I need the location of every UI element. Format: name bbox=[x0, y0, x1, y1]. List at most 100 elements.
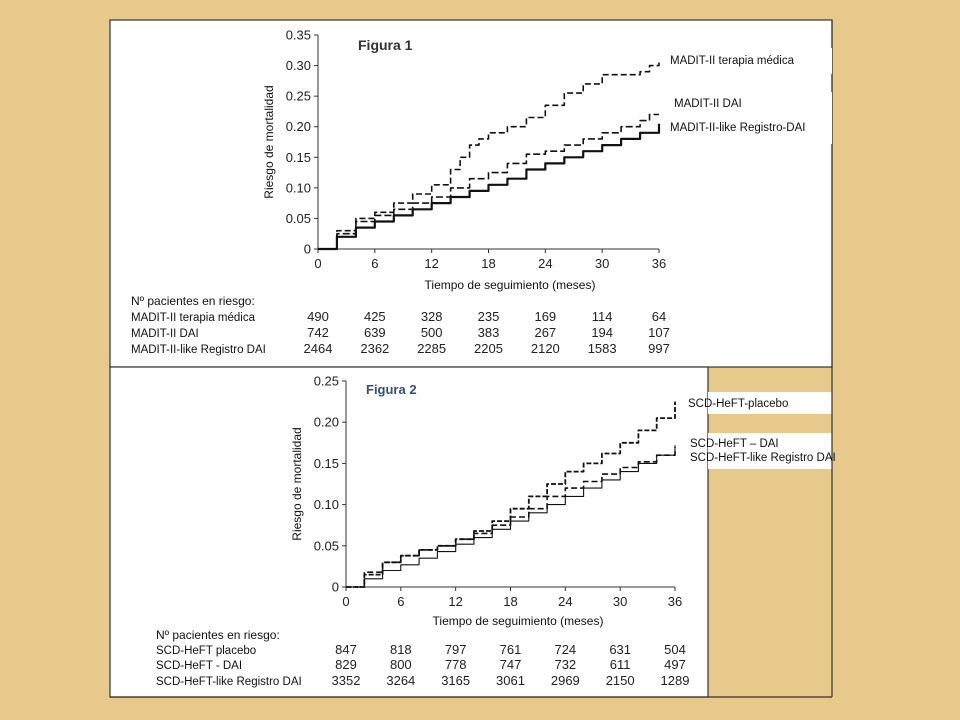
figure-2-legend-box-1 bbox=[708, 392, 832, 414]
risk-table-value: 490 bbox=[307, 309, 329, 324]
risk-table-row-name: MADIT-II-like Registro DAI bbox=[131, 344, 266, 356]
risk-table-value: 639 bbox=[364, 325, 386, 340]
risk-table-value: 2464 bbox=[304, 341, 333, 356]
legend-label: SCD-HeFT-like Registro DAI bbox=[690, 452, 836, 464]
legend-box-2 bbox=[662, 92, 832, 118]
risk-table-value: 2285 bbox=[417, 341, 446, 356]
y-tick-label: 0.30 bbox=[286, 58, 311, 73]
legend-label: MADIT-II terapia médica bbox=[670, 55, 795, 67]
y-tick-label: 0 bbox=[332, 580, 339, 595]
risk-table-value: 829 bbox=[335, 657, 357, 672]
risk-table-value: 500 bbox=[421, 325, 443, 340]
risk-table-value: 631 bbox=[609, 642, 631, 657]
y-tick-label: 0.05 bbox=[286, 211, 311, 226]
x-axis-label: Tiempo de seguimiento (meses) bbox=[425, 278, 596, 292]
x-tick-label: 12 bbox=[448, 594, 462, 609]
risk-table-value: 1289 bbox=[661, 673, 690, 688]
risk-table-value: 2362 bbox=[360, 341, 389, 356]
y-tick-label: 0.25 bbox=[286, 89, 311, 104]
y-tick-label: 0.10 bbox=[286, 180, 311, 195]
risk-table-value: 742 bbox=[307, 325, 329, 340]
figure-2-legend-box-2 bbox=[708, 433, 832, 469]
risk-table-value: 107 bbox=[648, 325, 670, 340]
x-tick-label: 18 bbox=[481, 256, 495, 271]
risk-table-row-name: MADIT-II terapia médica bbox=[131, 312, 256, 324]
x-tick-label: 36 bbox=[668, 594, 682, 609]
risk-table-row-name: MADIT-II DAI bbox=[131, 328, 199, 340]
risk-table-value: 724 bbox=[554, 642, 576, 657]
y-tick-label: 0.25 bbox=[314, 374, 339, 389]
risk-table-value: 847 bbox=[335, 642, 357, 657]
risk-table-value: 778 bbox=[445, 657, 467, 672]
risk-table-value: 194 bbox=[591, 325, 613, 340]
risk-table-row-name: SCD-HeFT-like Registro DAI bbox=[156, 676, 302, 688]
y-axis-label: Riesgo de mortalidad bbox=[262, 85, 276, 198]
figure-1-chart: 0 0.05 0.10 0.15 0.20 0.25 0.30 0.35 0 6 12 18 24 30 3… bbox=[131, 28, 832, 356]
figure-1-panel: 0 0.05 0.10 0.15 0.20 0.25 0.30 0.35 0 6 12 18 24 30 3… bbox=[109, 19, 833, 368]
risk-table-value: 169 bbox=[534, 309, 556, 324]
legend-label: MADIT-II-like Registro-DAI bbox=[670, 122, 805, 134]
series-line-3 bbox=[318, 123, 661, 251]
risk-table-value: 800 bbox=[390, 657, 412, 672]
risk-table-value: 235 bbox=[478, 309, 500, 324]
risk-table-value: 747 bbox=[500, 657, 522, 672]
figure-2-chart: 0 0.05 0.10 0.15 0.20 0.25 0 6 12 18 24 30 36 Figura … bbox=[156, 374, 836, 689]
risk-table-value: 328 bbox=[421, 309, 443, 324]
risk-table-value: 504 bbox=[664, 642, 686, 657]
risk-table-value: 732 bbox=[554, 657, 576, 672]
risk-table-value: 64 bbox=[652, 309, 666, 324]
risk-table-value: 2969 bbox=[551, 673, 580, 688]
x-axis-label: Tiempo de seguimiento (meses) bbox=[433, 614, 604, 628]
series-line-1 bbox=[318, 62, 660, 250]
risk-table-value: 797 bbox=[445, 642, 467, 657]
risk-table-value: 2150 bbox=[606, 673, 635, 688]
chart-title: Figura 1 bbox=[358, 37, 413, 53]
series-line-3 bbox=[346, 445, 676, 588]
series-line-2 bbox=[346, 446, 676, 588]
risk-table-row-name: SCD-HeFT placebo bbox=[156, 645, 256, 657]
x-tick-label: 6 bbox=[397, 594, 404, 609]
risk-table-value: 1583 bbox=[588, 341, 617, 356]
series-line-2 bbox=[318, 113, 659, 250]
y-axis-label: Riesgo de mortalidad bbox=[290, 427, 304, 540]
legend-label: SCD-HeFT – DAI bbox=[690, 438, 779, 450]
legend-box-3 bbox=[662, 118, 832, 144]
risk-table-value: 497 bbox=[664, 657, 686, 672]
legend-label: MADIT-II DAI bbox=[674, 98, 742, 110]
risk-table-value: 818 bbox=[390, 642, 412, 657]
y-tick-label: 0.35 bbox=[286, 28, 311, 43]
risk-table-title: Nº pacientes en riesgo: bbox=[156, 628, 280, 642]
x-tick-label: 24 bbox=[538, 256, 552, 271]
y-tick-label: 0.15 bbox=[286, 150, 311, 165]
y-tick-label: 0.05 bbox=[314, 538, 339, 553]
x-tick-label: 24 bbox=[558, 594, 572, 609]
x-tick-label: 18 bbox=[503, 594, 517, 609]
risk-table-value: 2120 bbox=[531, 341, 560, 356]
risk-table-value: 3165 bbox=[441, 673, 470, 688]
risk-table-value: 425 bbox=[364, 309, 386, 324]
risk-table-value: 997 bbox=[648, 341, 670, 356]
risk-table-value: 611 bbox=[610, 657, 631, 672]
risk-table-value: 267 bbox=[534, 325, 556, 340]
y-tick-label: 0.10 bbox=[314, 497, 339, 512]
x-tick-label: 6 bbox=[371, 256, 378, 271]
risk-table-value: 3264 bbox=[386, 673, 415, 688]
risk-table-value: 114 bbox=[592, 309, 613, 324]
legend-box-1 bbox=[662, 48, 832, 74]
x-tick-label: 0 bbox=[342, 594, 349, 609]
x-tick-label: 12 bbox=[424, 256, 438, 271]
risk-table-title: Nº pacientes en riesgo: bbox=[131, 294, 255, 308]
risk-table-value: 3061 bbox=[496, 673, 525, 688]
y-tick-label: 0.20 bbox=[286, 119, 311, 134]
x-tick-label: 30 bbox=[613, 594, 627, 609]
risk-table-value: 383 bbox=[478, 325, 500, 340]
y-tick-label: 0.20 bbox=[314, 415, 339, 430]
risk-table-row-name: SCD-HeFT - DAI bbox=[156, 660, 242, 672]
figure-2-panel: 0 0.05 0.10 0.15 0.20 0.25 0 6 12 18 24 30 36 Figura … bbox=[109, 366, 836, 698]
risk-table-value: 761 bbox=[500, 642, 522, 657]
figure-2-frame bbox=[109, 366, 709, 698]
x-tick-label: 30 bbox=[595, 256, 609, 271]
legend-label: SCD-HeFT-placebo bbox=[688, 398, 788, 410]
risk-table-value: 2205 bbox=[474, 341, 503, 356]
